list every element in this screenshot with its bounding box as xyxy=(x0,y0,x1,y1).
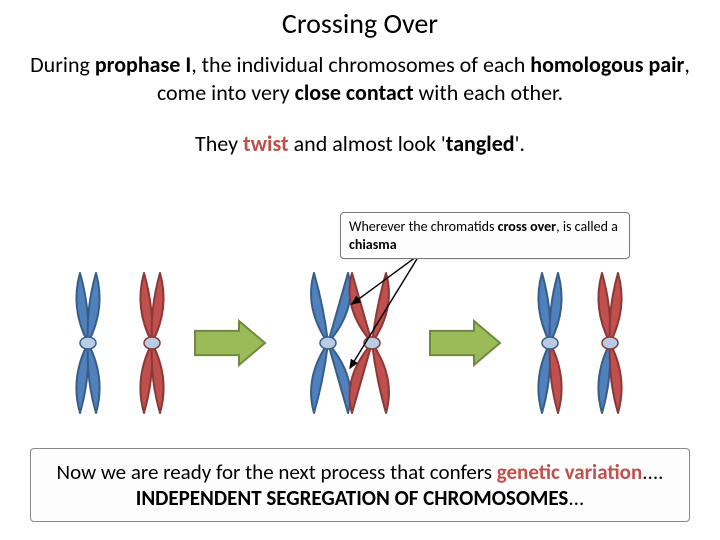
stage-2 xyxy=(311,273,389,413)
intro-text: During prophase I, the individual chromo… xyxy=(0,41,720,106)
chromosome-diagram xyxy=(0,258,720,448)
twist-text: They twist and almost look 'tangled'. xyxy=(0,106,720,165)
stage-3 xyxy=(538,273,621,413)
footer-box: Now we are ready for the next process th… xyxy=(30,448,690,523)
page-title: Crossing Over xyxy=(0,0,720,41)
stage-1 xyxy=(76,273,163,413)
callout-box: Wherever the chromatids cross over, is c… xyxy=(340,212,630,259)
